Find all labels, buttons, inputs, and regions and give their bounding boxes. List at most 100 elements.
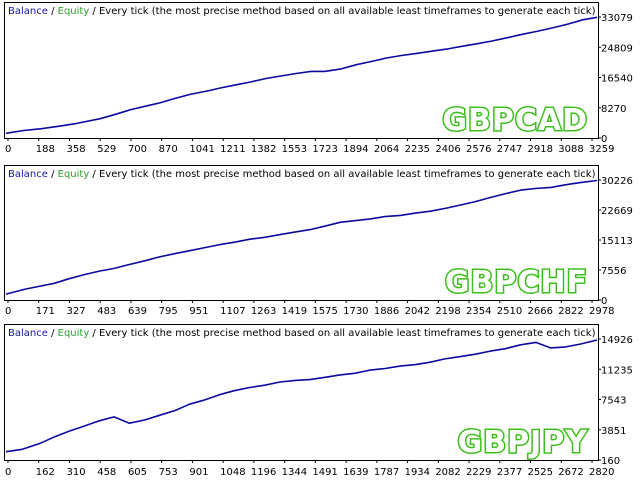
y-tick-label: 24809 — [601, 43, 633, 54]
x-tick-label: 1491 — [312, 467, 337, 478]
x-tick-label: 2510 — [497, 306, 522, 317]
chart-panel-gbpcad: Balance / Equity / Every tick (the most … — [0, 0, 640, 160]
x-tick-label: 2082 — [435, 467, 460, 478]
symbol-watermark: GBPCHF — [445, 265, 588, 300]
x-tick-label: 639 — [128, 306, 147, 317]
x-tick-label: 1787 — [374, 467, 399, 478]
x-tick-label: 2820 — [589, 467, 614, 478]
x-tick-label: 1041 — [189, 144, 214, 155]
x-tick-label: 1575 — [312, 306, 337, 317]
chart-header: Balance / Equity / Every tick (the most … — [8, 6, 596, 17]
x-tick-label: 0 — [5, 144, 11, 155]
legend-separator: / — [48, 328, 58, 339]
x-tick-label: 2354 — [466, 306, 491, 317]
balance-line — [5, 179, 598, 295]
x-tick-label: 358 — [66, 144, 85, 155]
x-tick-label: 1419 — [282, 306, 307, 317]
x-tick-label: 2918 — [528, 144, 553, 155]
x-tick-label: 1196 — [251, 467, 276, 478]
x-tick-label: 901 — [189, 467, 208, 478]
legend-balance: Balance — [8, 328, 48, 339]
chart-header: Balance / Equity / Every tick (the most … — [8, 169, 596, 180]
x-tick-label: 1886 — [374, 306, 399, 317]
x-tick-label: 2525 — [528, 467, 553, 478]
y-tick-label: 33079 — [601, 13, 633, 24]
legend-separator: / — [48, 6, 58, 17]
x-tick-label: 0 — [5, 467, 11, 478]
x-tick-label: 2042 — [405, 306, 430, 317]
chart-description: / Every tick (the most precise method ba… — [89, 6, 595, 17]
plot-area — [4, 165, 599, 301]
x-tick-label: 2747 — [497, 144, 522, 155]
y-tick-label: 3851 — [601, 426, 626, 437]
x-tick-label: 870 — [159, 144, 178, 155]
x-tick-label: 2978 — [589, 306, 614, 317]
y-tick-label: 8270 — [601, 104, 626, 115]
x-tick-label: 1048 — [220, 467, 245, 478]
x-tick-label: 951 — [189, 306, 208, 317]
x-tick-label: 1107 — [220, 306, 245, 317]
x-tick-label: 1211 — [220, 144, 245, 155]
plot-area — [4, 2, 599, 139]
x-tick-label: 1382 — [251, 144, 276, 155]
symbol-watermark: GBPCAD — [442, 103, 588, 138]
x-tick-label: 3088 — [558, 144, 583, 155]
chart-panel-gbpjpy: Balance / Equity / Every tick (the most … — [0, 322, 640, 480]
y-tick-label: 0 — [601, 134, 607, 145]
chart-header: Balance / Equity / Every tick (the most … — [8, 328, 596, 339]
x-tick-label: 753 — [159, 467, 178, 478]
x-tick-label: 1730 — [343, 306, 368, 317]
legend-balance: Balance — [8, 169, 48, 180]
y-tick-label: 0 — [601, 296, 607, 307]
legend-balance: Balance — [8, 6, 48, 17]
x-tick-label: 0 — [5, 306, 11, 317]
x-tick-label: 2377 — [497, 467, 522, 478]
x-tick-label: 1263 — [251, 306, 276, 317]
x-tick-label: 529 — [97, 144, 116, 155]
y-tick-label: 15113 — [601, 236, 633, 247]
legend-separator: / — [48, 169, 58, 180]
x-tick-label: 3259 — [589, 144, 614, 155]
x-tick-label: 1553 — [282, 144, 307, 155]
x-tick-label: 171 — [36, 306, 55, 317]
y-tick-label: 30226 — [601, 176, 633, 187]
y-tick-label: 14926 — [601, 335, 633, 346]
x-tick-label: 2666 — [528, 306, 553, 317]
x-tick-label: 1639 — [343, 467, 368, 478]
x-tick-label: 1344 — [282, 467, 307, 478]
x-tick-label: 310 — [66, 467, 85, 478]
chart-gbpchf: Balance / Equity / Every tick (the most … — [4, 165, 633, 317]
x-tick-label: 483 — [97, 306, 116, 317]
balance-line — [5, 339, 598, 453]
x-tick-label: 2198 — [435, 306, 460, 317]
legend-equity: Equity — [58, 6, 90, 17]
symbol-watermark: GBPJPY — [458, 425, 589, 460]
y-tick-label: 160 — [601, 456, 620, 467]
legend-equity: Equity — [58, 169, 90, 180]
x-tick-label: 1723 — [312, 144, 337, 155]
x-tick-label: 605 — [128, 467, 147, 478]
x-tick-label: 2822 — [558, 306, 583, 317]
x-tick-label: 458 — [97, 467, 116, 478]
x-tick-label: 162 — [36, 467, 55, 478]
x-tick-label: 188 — [36, 144, 55, 155]
x-tick-label: 700 — [128, 144, 147, 155]
x-tick-label: 2229 — [466, 467, 491, 478]
x-tick-label: 1894 — [343, 144, 368, 155]
x-tick-label: 2235 — [405, 144, 430, 155]
x-tick-label: 795 — [159, 306, 178, 317]
plot-area — [4, 324, 599, 461]
chart-gbpcad: Balance / Equity / Every tick (the most … — [4, 2, 633, 155]
y-tick-label: 7543 — [601, 396, 626, 407]
chart-description: / Every tick (the most precise method ba… — [89, 169, 595, 180]
balance-line — [5, 16, 598, 135]
chart-description: / Every tick (the most precise method ba… — [89, 328, 595, 339]
x-tick-label: 1934 — [405, 467, 430, 478]
x-tick-label: 2672 — [558, 467, 583, 478]
x-tick-label: 2406 — [435, 144, 460, 155]
chart-panel-gbpchf: Balance / Equity / Every tick (the most … — [0, 163, 640, 320]
y-tick-label: 16540 — [601, 74, 633, 85]
legend-equity: Equity — [58, 328, 90, 339]
y-tick-label: 7556 — [601, 266, 626, 277]
y-tick-label: 22669 — [601, 206, 633, 217]
